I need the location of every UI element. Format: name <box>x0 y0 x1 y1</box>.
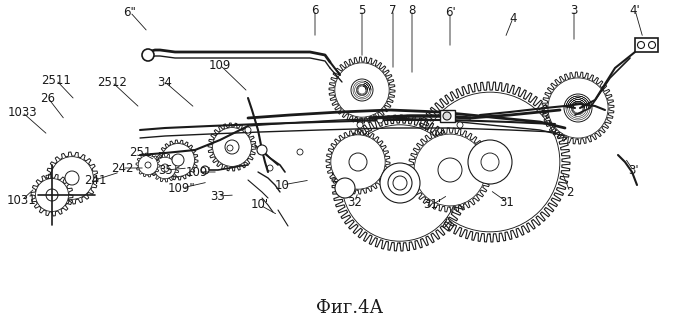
Text: 34: 34 <box>158 75 172 89</box>
Circle shape <box>267 165 273 171</box>
Circle shape <box>227 145 233 151</box>
Circle shape <box>548 78 608 138</box>
Circle shape <box>342 125 458 241</box>
Polygon shape <box>440 110 455 122</box>
Text: 35: 35 <box>159 164 174 176</box>
Circle shape <box>420 92 560 232</box>
Circle shape <box>414 134 486 206</box>
Circle shape <box>481 153 499 171</box>
Text: 3': 3' <box>628 164 638 176</box>
Circle shape <box>162 144 195 176</box>
Circle shape <box>172 154 184 166</box>
Circle shape <box>139 155 158 175</box>
Circle shape <box>331 135 385 189</box>
Circle shape <box>357 122 363 128</box>
Text: 32: 32 <box>348 195 363 209</box>
Text: 6: 6 <box>312 4 318 16</box>
Text: 8: 8 <box>408 4 416 16</box>
Text: 2512: 2512 <box>97 75 127 89</box>
Circle shape <box>648 42 655 49</box>
Text: 109: 109 <box>209 59 231 71</box>
Circle shape <box>50 157 93 199</box>
Circle shape <box>335 63 389 117</box>
Text: 109': 109' <box>186 166 211 178</box>
Polygon shape <box>635 38 658 52</box>
Text: 6": 6" <box>124 5 136 18</box>
Circle shape <box>142 49 154 61</box>
Text: 7: 7 <box>389 4 397 16</box>
Circle shape <box>245 127 251 133</box>
Circle shape <box>380 163 420 203</box>
Circle shape <box>349 153 367 171</box>
Text: 251: 251 <box>129 146 151 158</box>
Circle shape <box>145 162 151 168</box>
Circle shape <box>36 178 69 212</box>
Text: 2511: 2511 <box>41 73 71 87</box>
Text: 3: 3 <box>570 4 578 16</box>
Text: Фиг.4А: Фиг.4А <box>316 299 384 317</box>
Text: 1031: 1031 <box>7 194 37 206</box>
Text: 31: 31 <box>500 195 514 209</box>
Circle shape <box>257 145 267 155</box>
Circle shape <box>564 94 592 122</box>
Text: 4': 4' <box>629 4 641 16</box>
Circle shape <box>225 140 239 154</box>
Circle shape <box>335 178 355 198</box>
Circle shape <box>213 128 251 166</box>
Text: 242: 242 <box>111 162 133 175</box>
Circle shape <box>154 157 176 179</box>
Circle shape <box>468 140 512 184</box>
Text: 2: 2 <box>566 185 574 198</box>
Circle shape <box>457 122 463 128</box>
Text: 10: 10 <box>274 178 289 192</box>
Text: 109": 109" <box>168 182 196 194</box>
Circle shape <box>393 176 407 190</box>
Circle shape <box>438 158 462 182</box>
Circle shape <box>46 189 58 201</box>
Circle shape <box>351 79 373 101</box>
Circle shape <box>572 102 584 114</box>
Text: 33: 33 <box>211 190 225 203</box>
Circle shape <box>297 149 303 155</box>
Circle shape <box>65 171 79 185</box>
Circle shape <box>388 171 412 195</box>
Circle shape <box>357 85 367 95</box>
Circle shape <box>377 117 383 123</box>
Text: 10': 10' <box>251 198 269 212</box>
Circle shape <box>201 166 209 174</box>
Text: 1033: 1033 <box>7 106 37 118</box>
Circle shape <box>638 42 645 49</box>
Text: 4: 4 <box>510 12 517 24</box>
Circle shape <box>161 164 169 172</box>
Text: 6': 6' <box>444 5 456 18</box>
Text: 5: 5 <box>358 4 365 16</box>
Text: 26: 26 <box>41 91 55 105</box>
Circle shape <box>443 112 451 120</box>
Text: 241: 241 <box>84 174 106 186</box>
Text: 31': 31' <box>423 198 441 212</box>
